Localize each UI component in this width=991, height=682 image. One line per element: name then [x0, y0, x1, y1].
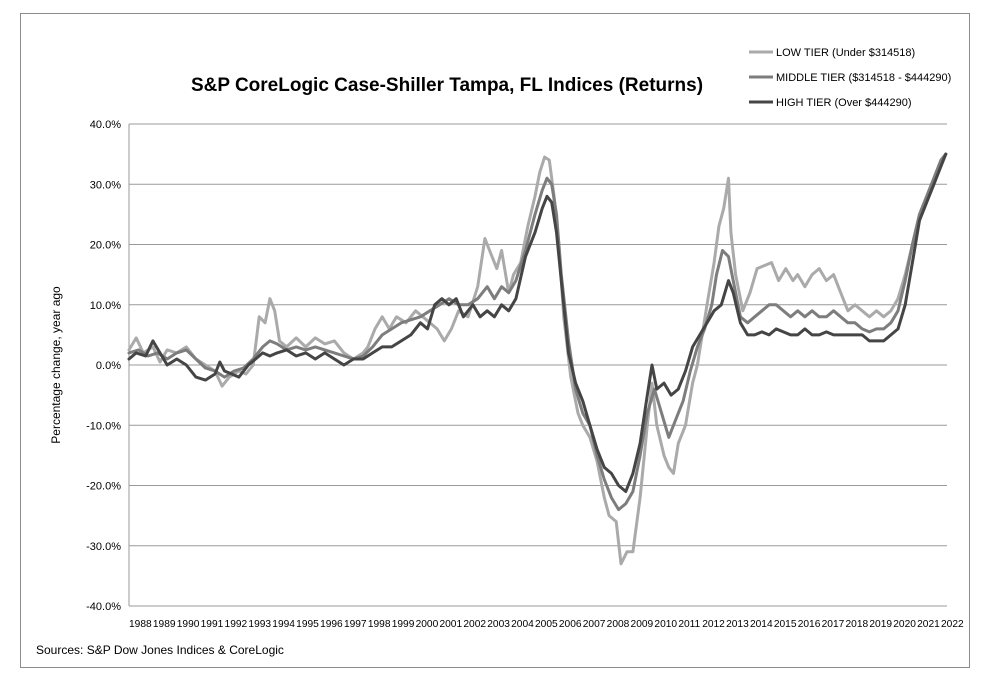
x-tick-label: 2020	[893, 619, 916, 630]
x-tick-label: 1995	[296, 619, 319, 630]
x-tick-label: 1996	[320, 619, 343, 630]
x-tick-label: 2018	[845, 619, 868, 630]
x-tick-label: 2006	[559, 619, 582, 630]
y-tick-label: -20.0%	[86, 481, 121, 493]
y-tick-labels: 40.0% 30.0% 20.0% 10.0% 0.0% -10.0% -20.0% -30.…	[86, 119, 121, 613]
chart-title: S&P CoreLogic Case-Shiller Tampa, FL Ind…	[191, 75, 703, 96]
x-tick-labels: 1988 1989 1990 1991 1992 1993 1994 1995 1996 1997…	[129, 619, 964, 630]
x-tick-label: 2009	[631, 619, 654, 630]
x-tick-label: 2004	[511, 619, 534, 630]
x-tick-label: 1998	[368, 619, 391, 630]
x-tick-label: 2007	[583, 619, 606, 630]
x-tick-label: 2022	[941, 619, 964, 630]
x-tick-label: 1992	[225, 619, 248, 630]
x-tick-label: 2012	[702, 619, 725, 630]
y-tick-label: 40.0%	[90, 119, 121, 131]
y-axis-label: Percentage change, year ago	[49, 286, 63, 444]
x-tick-label: 2002	[463, 619, 486, 630]
x-tick-label: 1991	[201, 619, 224, 630]
x-tick-label: 1989	[153, 619, 176, 630]
legend-high-tier: HIGH TIER (Over $444290)	[749, 97, 912, 109]
x-tick-label: 1994	[272, 619, 295, 630]
x-tick-label: 2021	[917, 619, 940, 630]
x-tick-label: 1993	[248, 619, 271, 630]
x-tick-label: 2013	[726, 619, 749, 630]
x-tick-label: 2017	[822, 619, 845, 630]
x-tick-label: 2016	[798, 619, 821, 630]
y-tick-label: 10.0%	[90, 300, 121, 312]
x-tick-label: 2008	[607, 619, 630, 630]
series-lines	[127, 152, 948, 566]
x-tick-label: 2015	[774, 619, 797, 630]
y-tick-label: -40.0%	[86, 601, 121, 613]
chart-frame	[20, 13, 970, 668]
legend-middle-tier: MIDDLE TIER ($314518 - $444290)	[749, 72, 951, 84]
x-tick-label: 2000	[416, 619, 439, 630]
legend: LOW TIER (Under $314518) MIDDLE TIER ($31…	[749, 47, 951, 109]
y-tick-label: -10.0%	[86, 420, 121, 432]
x-tick-label: 2005	[535, 619, 558, 630]
y-tick-label: 0.0%	[96, 360, 121, 372]
grid	[128, 123, 947, 607]
x-tick-label: 1990	[177, 619, 200, 630]
x-tick-label: 2014	[750, 619, 773, 630]
x-tick-label: 1997	[344, 619, 367, 630]
x-tick-label: 2011	[678, 619, 700, 630]
x-tick-label: 1988	[129, 619, 152, 630]
source-note: Sources: S&P Dow Jones Indices & CoreLog…	[36, 643, 284, 657]
high-tier-line	[127, 152, 948, 493]
middle-tier-line	[127, 152, 948, 512]
x-tick-label: 2010	[654, 619, 677, 630]
legend-label: MIDDLE TIER ($314518 - $444290)	[776, 72, 951, 84]
y-tick-label: -30.0%	[86, 541, 121, 553]
x-tick-label: 2019	[869, 619, 892, 630]
y-tick-label: 30.0%	[90, 179, 121, 191]
x-tick-label: 2003	[487, 619, 510, 630]
legend-label: LOW TIER (Under $314518)	[776, 47, 915, 59]
x-tick-label: 2001	[439, 619, 462, 630]
x-tick-label: 1999	[392, 619, 415, 630]
legend-low-tier: LOW TIER (Under $314518)	[749, 47, 915, 59]
y-tick-label: 20.0%	[90, 240, 121, 252]
legend-label: HIGH TIER (Over $444290)	[776, 97, 912, 109]
